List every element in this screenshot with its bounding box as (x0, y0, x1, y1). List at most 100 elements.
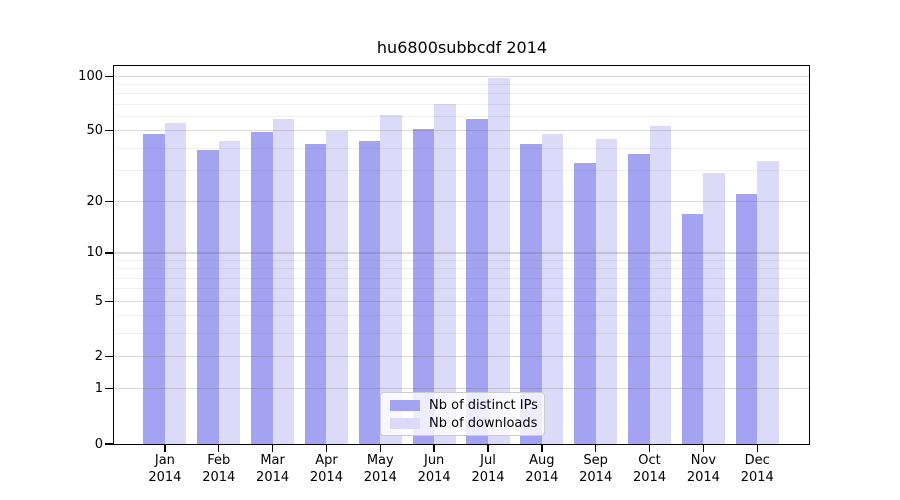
bar-distinct-ips-3 (251, 132, 273, 444)
x-axis-tick-mark-4 (325, 445, 328, 452)
x-axis-month-label-11: Nov 2014 (673, 452, 733, 486)
gridline-major-5 (114, 300, 809, 302)
bar-distinct-ips-10 (627, 154, 650, 444)
x-axis-year-label-4: 2014 (309, 470, 343, 485)
gridline-minor-4 (114, 315, 809, 317)
bar-distinct-ips-1 (143, 133, 165, 444)
y-axis-tick-label-50: 50 (86, 123, 103, 139)
bar-downloads-1 (164, 123, 187, 444)
bar-downloads-10 (649, 126, 672, 444)
x-axis-month-label-4: Apr 2014 (296, 452, 356, 486)
y-axis-tick-mark-0 (105, 443, 113, 445)
bar-downloads-11 (703, 173, 725, 444)
x-axis-year-label-10: 2014 (633, 470, 667, 485)
y-axis-tick-label-10: 10 (86, 245, 103, 261)
bar-distinct-ips-5 (358, 140, 381, 444)
x-axis-year-label-5: 2014 (363, 470, 397, 485)
x-axis-tick-mark-6 (433, 445, 435, 452)
bar-distinct-ips-7 (466, 119, 488, 444)
x-axis-month-label-2: Feb 2014 (189, 452, 249, 486)
bar-downloads-3 (272, 119, 295, 444)
x-axis-month-label-5: May 2014 (350, 452, 410, 486)
bar-distinct-ips-6 (412, 129, 435, 444)
x-axis-tick-mark-3 (271, 445, 274, 452)
bar-downloads-12 (757, 160, 779, 444)
x-axis-tick-mark-9 (595, 445, 597, 452)
chart-title: hu6800subbcdf 2014 (376, 38, 548, 57)
y-axis-tick-label-5: 5 (94, 293, 103, 309)
legend-swatch-distinct-ips (390, 399, 420, 411)
gridline-major-2 (114, 355, 809, 358)
bar-downloads-2 (218, 140, 241, 444)
gridline-minor-9 (114, 260, 809, 262)
x-axis-month-label-7: Jul 2014 (458, 452, 518, 486)
legend-swatch-downloads (390, 417, 420, 429)
legend-entry-downloads: Nb of downloads (390, 416, 537, 431)
x-axis-tick-mark-12 (756, 445, 758, 452)
x-axis-year-label-7: 2014 (471, 470, 505, 485)
gridline-major-100 (114, 75, 809, 77)
x-axis-month-label-6: Jun 2014 (404, 452, 464, 486)
x-axis-year-label-6: 2014 (417, 470, 451, 485)
y-axis-tick-mark-1 (105, 388, 113, 390)
gridline-minor-80 (114, 93, 809, 95)
y-axis-tick-label-0: 0 (94, 436, 103, 452)
y-axis-tick-label-100: 100 (78, 68, 103, 84)
y-axis-tick-mark-2 (105, 355, 113, 358)
x-axis-tick-mark-10 (648, 445, 651, 452)
legend: Nb of distinct IPs Nb of downloads (380, 392, 545, 436)
x-axis-year-label-1: 2014 (148, 470, 182, 485)
gridline-major-1 (114, 388, 809, 390)
y-axis-tick-mark-20 (105, 200, 113, 203)
y-axis-tick-mark-100 (105, 75, 113, 78)
x-axis-year-label-11: 2014 (686, 470, 720, 485)
x-axis-tick-mark-7 (487, 445, 489, 452)
gridline-minor-70 (114, 103, 809, 105)
gridline-minor-6 (114, 288, 809, 290)
y-axis-tick-mark-5 (105, 300, 113, 302)
legend-label-distinct-ips: Nb of distinct IPs (429, 397, 538, 413)
gridline-major-20 (114, 200, 809, 203)
x-axis-month-label-10: Oct 2014 (620, 452, 680, 486)
bar-downloads-4 (326, 130, 349, 444)
bar-downloads-7 (488, 77, 510, 444)
x-axis-month-label-1: Jan 2014 (135, 452, 195, 486)
gridline-major-50 (114, 130, 809, 132)
y-axis-tick-label-20: 20 (86, 193, 103, 209)
x-axis-month-label-9: Sep 2014 (566, 452, 626, 486)
x-axis-month-label-12: Dec 2014 (727, 452, 787, 486)
x-axis-tick-mark-11 (702, 445, 705, 452)
y-axis-tick-label-1: 1 (94, 381, 103, 397)
gridline-minor-90 (114, 84, 809, 86)
x-axis-year-label-2: 2014 (202, 470, 236, 485)
bar-downloads-6 (434, 104, 456, 444)
x-axis-month-label-3: Mar 2014 (243, 452, 303, 486)
y-axis-tick-mark-50 (105, 130, 113, 132)
x-axis-tick-mark-8 (541, 445, 543, 452)
bar-distinct-ips-4 (304, 144, 327, 444)
gridline-minor-30 (114, 169, 809, 171)
gridline-minor-8 (114, 268, 809, 270)
y-axis-tick-label-2: 2 (94, 348, 103, 364)
bar-distinct-ips-9 (574, 163, 596, 444)
bar-distinct-ips-8 (520, 144, 542, 444)
bar-downloads-5 (380, 115, 402, 444)
gridline-minor-3 (114, 333, 809, 335)
y-axis-tick-mark-10 (105, 252, 113, 254)
gridline-minor-7 (114, 277, 809, 279)
x-axis-tick-mark-2 (218, 445, 220, 452)
x-axis-year-label-9: 2014 (579, 470, 613, 485)
bar-distinct-ips-2 (197, 150, 219, 444)
gridline-minor-60 (114, 116, 809, 117)
x-axis-month-label-8: Aug 2014 (512, 452, 572, 486)
bar-downloads-9 (595, 138, 618, 444)
x-axis-tick-mark-1 (164, 445, 166, 452)
bar-downloads-8 (541, 133, 564, 444)
x-axis-year-label-3: 2014 (256, 470, 290, 485)
bar-distinct-ips-11 (681, 213, 704, 444)
gridline-major-10 (114, 252, 809, 254)
x-axis-year-label-12: 2014 (740, 470, 774, 485)
x-axis-tick-mark-5 (379, 445, 381, 452)
x-axis-year-label-8: 2014 (525, 470, 559, 485)
